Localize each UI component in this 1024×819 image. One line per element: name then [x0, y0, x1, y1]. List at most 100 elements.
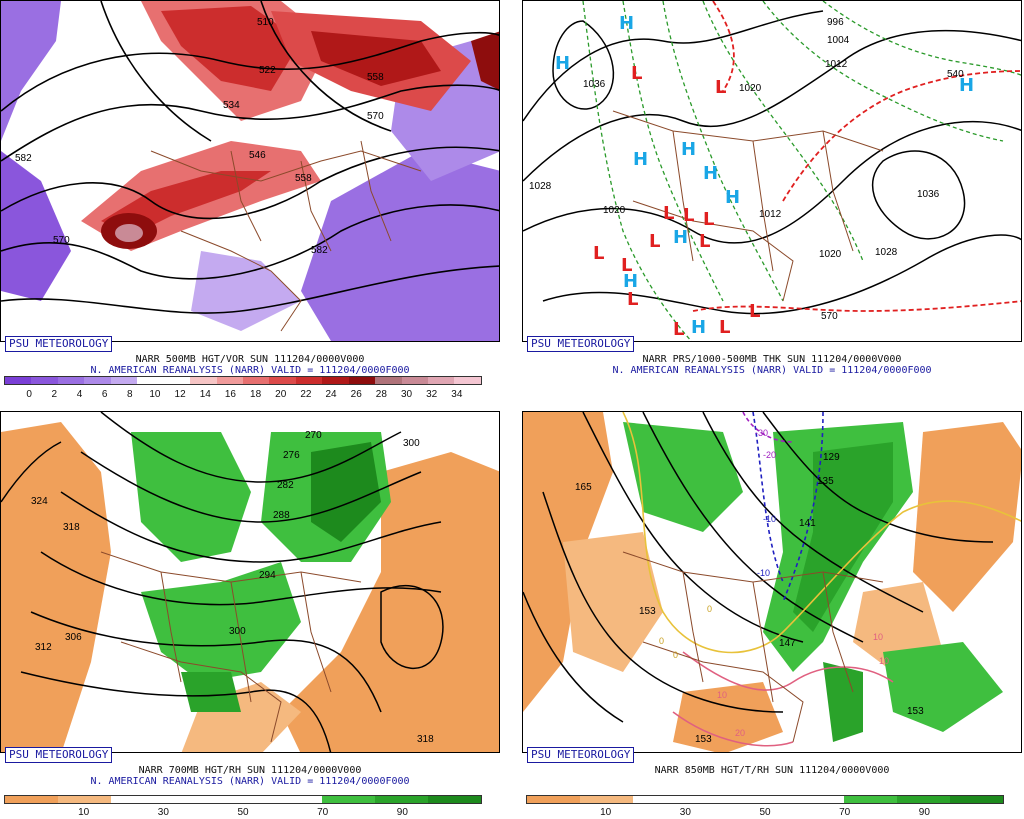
isobar-label: 996	[827, 17, 844, 28]
map-700mb-graphic: 270 276 282 288 294 300 306 312 318 324 …	[1, 412, 499, 752]
legend-swatch	[163, 377, 191, 384]
low-pressure-label: L	[621, 255, 632, 276]
panel-500mb-vorticity: 510 522 534 546 558 570 582 570 582 558 …	[0, 0, 500, 408]
high-pressure-label: H	[681, 139, 696, 160]
legend-swatch	[950, 796, 1004, 803]
low-pressure-label: L	[699, 231, 710, 252]
low-pressure-label: L	[673, 319, 684, 340]
legend-swatch	[163, 796, 217, 803]
map-500mb-graphic: 510 522 534 546 558 570 582 570 582 558	[1, 1, 499, 341]
high-pressure-label: H	[959, 75, 974, 96]
legend-swatch	[428, 377, 455, 384]
contour-label: 534	[223, 100, 240, 111]
legend-swatch	[137, 377, 164, 384]
legend-tick-label: 30	[679, 807, 691, 818]
height-label: 153	[907, 706, 924, 717]
legend-swatch	[579, 796, 633, 803]
legend-tick-label: 30	[157, 807, 169, 818]
legend-tick-label: 90	[918, 807, 930, 818]
temperature-label: 10	[717, 690, 727, 700]
high-pressure-label: H	[619, 13, 634, 34]
panel-pressure-thickness: H H H H H H H H H H L L L L L L L L L L	[522, 0, 1022, 408]
rh-legend-bar	[526, 795, 1004, 804]
low-pressure-label: L	[663, 203, 674, 224]
legend-tick-label: 70	[317, 807, 329, 818]
legend-tick-label: 24	[325, 389, 337, 400]
legend-tick-label: 12	[174, 389, 186, 400]
high-pressure-label: H	[725, 187, 740, 208]
height-label: 147	[779, 638, 796, 649]
temperature-label: 0	[707, 604, 712, 614]
legend-tick-label: 8	[127, 389, 133, 400]
rh-legend-ticks: 10 30 50 70 90	[4, 807, 482, 819]
low-pressure-label: L	[683, 205, 694, 226]
legend-swatch	[791, 796, 845, 803]
contour-label: 300	[229, 626, 246, 637]
low-pressure-label: L	[631, 63, 642, 84]
height-label: 129	[823, 452, 840, 463]
low-pressure-label: L	[703, 209, 714, 230]
temperature-label: -30	[755, 428, 768, 438]
map-700mb: 270 276 282 288 294 300 306 312 318 324 …	[0, 411, 500, 753]
psu-meteorology-badge: PSU METEOROLOGY	[5, 336, 113, 352]
contour-label: 570	[53, 235, 70, 246]
contour-label: 558	[295, 173, 312, 184]
height-label: 135	[817, 476, 834, 487]
temperature-label: 10	[879, 656, 889, 666]
legend-swatch	[110, 377, 138, 384]
contour-label: 510	[257, 17, 274, 28]
map-valid-time: N. AMERICAN REANALYSIS (NARR) VALID = 11…	[90, 776, 410, 787]
low-pressure-label: L	[593, 243, 604, 264]
contour-label: 288	[273, 510, 290, 521]
map-title: NARR 700MB HGT/RH SUN 111204/0000V000	[138, 765, 362, 776]
low-pressure-label: L	[715, 77, 726, 98]
contour-label: 300	[403, 438, 420, 449]
rh-legend-bar	[4, 795, 482, 804]
legend-swatch	[190, 377, 217, 384]
thickness-label: 570	[821, 311, 838, 322]
legend-swatch	[632, 796, 686, 803]
isobar-label: 1036	[917, 189, 940, 200]
contour-label: 318	[63, 522, 80, 533]
legend-tick-label: 90	[396, 807, 408, 818]
isobar-label: 1012	[759, 209, 782, 220]
temperature-label: 20	[735, 728, 745, 738]
legend-tick-label: 18	[250, 389, 262, 400]
legend-swatch	[269, 796, 323, 803]
map-valid-time: N. AMERICAN REANALYSIS (NARR) VALID = 11…	[612, 365, 932, 376]
legend-tick-label: 14	[199, 389, 211, 400]
low-pressure-label: L	[649, 231, 660, 252]
height-label: 153	[639, 606, 656, 617]
contour-label: 270	[305, 430, 322, 441]
contour-label: 324	[31, 496, 48, 507]
legend-swatch	[428, 796, 482, 803]
contour-label: 522	[259, 65, 276, 76]
legend-swatch	[295, 377, 323, 384]
isobar-label: 1004	[827, 35, 850, 46]
isobar-label: 1028	[529, 181, 552, 192]
legend-swatch	[216, 796, 270, 803]
legend-swatch	[685, 796, 739, 803]
legend-swatch	[738, 796, 792, 803]
psu-meteorology-badge: PSU METEOROLOGY	[527, 336, 635, 352]
legend-tick-label: 10	[600, 807, 612, 818]
contour-label: 546	[249, 150, 266, 161]
map-850mb: 165 153 147 141 135 129 153 153 -30 -20 …	[522, 411, 1022, 753]
contour-label: 558	[367, 72, 384, 83]
legend-swatch	[348, 377, 376, 384]
legend-swatch	[454, 377, 481, 384]
legend-swatch	[401, 377, 428, 384]
legend-tick-label: 10	[78, 807, 90, 818]
map-title: NARR 500MB HGT/VOR SUN 111204/0000V000	[135, 354, 365, 365]
legend-swatch	[31, 377, 58, 384]
contour-label: 582	[15, 153, 32, 164]
contour-label: 282	[277, 480, 294, 491]
map-850mb-graphic: 165 153 147 141 135 129 153 153 -30 -20 …	[523, 412, 1021, 752]
contour-label: 294	[259, 570, 276, 581]
contour-label: 582	[311, 245, 328, 256]
legend-swatch	[216, 377, 243, 384]
map-title: NARR 850MB HGT/T/RH SUN 111204/0000V000	[654, 765, 890, 776]
map-pressure-thickness-graphic: H H H H H H H H H H L L L L L L L L L L	[523, 1, 1021, 341]
map-valid-time: N. AMERICAN REANALYSIS (NARR) VALID = 11…	[90, 365, 410, 376]
rh-legend-ticks: 10 30 50 70 90	[526, 807, 1004, 819]
